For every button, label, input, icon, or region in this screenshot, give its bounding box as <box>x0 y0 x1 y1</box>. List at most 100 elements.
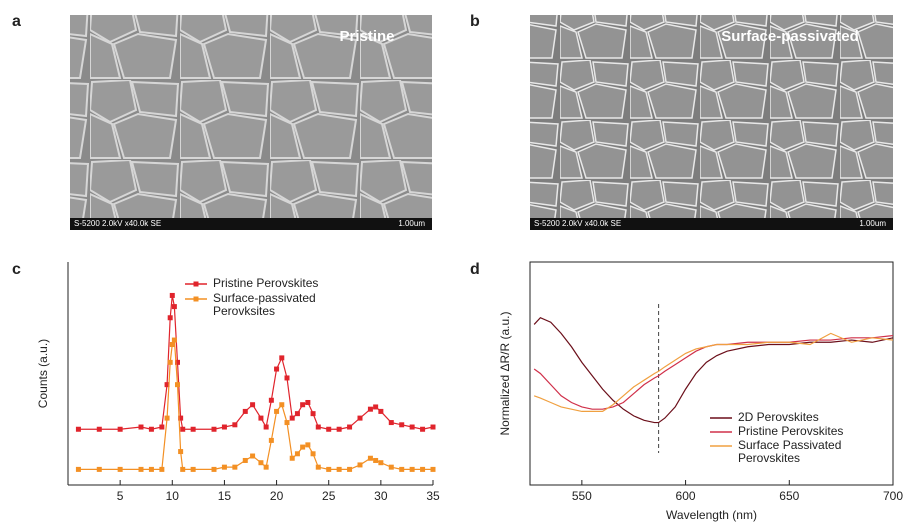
data-point <box>430 466 436 472</box>
x-tick-label: 15 <box>218 489 232 503</box>
series-line <box>533 334 894 410</box>
data-point <box>310 451 316 457</box>
data-point <box>357 415 363 421</box>
data-point <box>178 449 184 455</box>
data-point <box>232 464 238 470</box>
data-point <box>399 422 405 428</box>
data-point <box>96 426 102 432</box>
panel-label: c <box>12 261 21 278</box>
data-point <box>190 426 196 432</box>
data-point <box>138 424 144 430</box>
data-point <box>221 424 227 430</box>
data-point <box>268 397 274 403</box>
scale-bar: 1.00um <box>398 219 425 228</box>
legend-label: Surface Passivated Perovskites <box>738 438 841 465</box>
data-point <box>242 408 248 414</box>
data-point <box>305 442 311 448</box>
data-point <box>289 415 295 421</box>
data-point <box>279 402 285 408</box>
data-point <box>294 411 300 417</box>
data-point <box>378 408 384 414</box>
data-point <box>164 382 170 388</box>
data-point <box>169 292 175 298</box>
x-tick-label: 5 <box>117 489 124 503</box>
data-point <box>148 426 154 432</box>
data-point <box>409 466 415 472</box>
x-tick-label: 25 <box>322 489 336 503</box>
data-point <box>279 355 285 361</box>
data-point <box>399 466 405 472</box>
series-line <box>533 332 894 413</box>
x-axis-label: Wavelength (nm) <box>666 508 757 522</box>
data-point <box>326 426 332 432</box>
y-axis-label: Normalized ΔR/R (a.u.) <box>498 311 512 435</box>
data-point <box>169 342 175 348</box>
data-point <box>420 466 426 472</box>
x-tick-label: 600 <box>676 489 696 503</box>
data-point <box>347 466 353 472</box>
data-point <box>357 462 363 468</box>
data-point <box>378 460 384 466</box>
data-point <box>159 424 165 430</box>
sem-footer <box>70 218 432 230</box>
data-point <box>284 375 290 381</box>
data-point <box>420 426 426 432</box>
data-point <box>178 415 184 421</box>
x-tick-label: 650 <box>779 489 799 503</box>
data-point <box>211 466 217 472</box>
data-point <box>315 424 321 430</box>
data-point <box>289 455 295 461</box>
data-point <box>336 426 342 432</box>
image-caption: Surface-passivated <box>721 28 859 45</box>
legend-marker <box>193 281 199 287</box>
data-point <box>232 422 238 428</box>
data-point <box>211 426 217 432</box>
data-point <box>274 366 280 372</box>
x-tick-label: 10 <box>166 489 180 503</box>
data-point <box>250 453 256 459</box>
data-point <box>388 420 394 426</box>
data-point <box>75 426 81 432</box>
panel-label: a <box>12 13 21 30</box>
x-tick-label: 20 <box>270 489 284 503</box>
data-point <box>117 466 123 472</box>
data-point <box>263 424 269 430</box>
sem-footer <box>530 218 893 230</box>
panel-label: b <box>470 13 480 30</box>
panel-label: d <box>470 261 480 278</box>
x-tick-label: 30 <box>374 489 388 503</box>
data-point <box>347 424 353 430</box>
data-point <box>117 426 123 432</box>
data-point <box>263 464 269 470</box>
data-point <box>148 466 154 472</box>
data-point <box>221 464 227 470</box>
data-point <box>315 464 321 470</box>
data-point <box>409 424 415 430</box>
plot-frame <box>529 261 894 486</box>
sem-image <box>530 15 893 218</box>
data-point <box>430 424 436 430</box>
data-point <box>326 466 332 472</box>
series-line <box>533 317 894 424</box>
data-point <box>284 420 290 426</box>
legend-label: Pristine Perovskites <box>738 424 843 438</box>
legend-label: Surface-passivated Perovksites <box>213 291 316 318</box>
sem-info: S-5200 2.0kV x40.0k SE <box>74 219 161 228</box>
data-point <box>164 415 170 421</box>
data-point <box>190 466 196 472</box>
legend-label: Pristine Perovskites <box>213 276 318 290</box>
legend-label: 2D Perovskites <box>738 410 819 424</box>
sem-info: S-5200 2.0kV x40.0k SE <box>534 219 621 228</box>
data-point <box>138 466 144 472</box>
x-tick-label: 700 <box>883 489 903 503</box>
data-point <box>300 444 306 450</box>
scale-bar: 1.00um <box>859 219 886 228</box>
data-point <box>373 457 379 463</box>
data-point <box>175 359 180 365</box>
data-point <box>373 404 379 410</box>
data-point <box>367 455 373 461</box>
data-point <box>171 337 177 343</box>
data-point <box>171 304 177 310</box>
series-line <box>78 337 433 470</box>
legend-marker <box>193 296 199 302</box>
